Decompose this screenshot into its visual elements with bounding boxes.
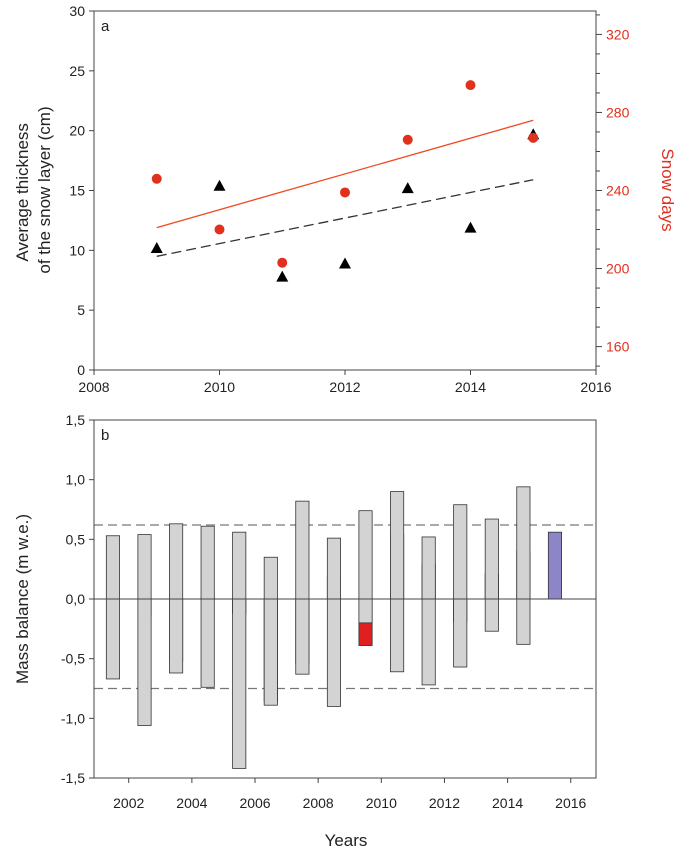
panel-a-trendlines bbox=[156, 119, 534, 257]
panel-a-left-axis-title: Average thickness of the snow layer (cm) bbox=[13, 106, 54, 273]
winter-balance-bar-2011 bbox=[390, 491, 405, 600]
winter-balance-bar-2013 bbox=[453, 504, 468, 600]
thickness-point-2014 bbox=[464, 221, 477, 233]
panel-b-bars bbox=[105, 486, 562, 769]
panel-b-y-tick-label: -0,5 bbox=[61, 651, 85, 667]
panel-a-right-tick-label: 320 bbox=[606, 26, 630, 42]
panel-b-y-axis-title: Mass balance (m w.e.) bbox=[13, 514, 32, 684]
panel-b-x-tick-label: 2016 bbox=[555, 795, 586, 811]
panel-b-y-ticks: -1,5 -1,0 -0,5 0,0 0,5 1,0 1,5 bbox=[61, 412, 94, 786]
panel-b-x-tick-label: 2012 bbox=[429, 795, 460, 811]
panel-a-x-tick-label: 2010 bbox=[204, 379, 235, 395]
winter-balance-bar-2012 bbox=[421, 536, 436, 600]
panel-a-left-tick-label: 0 bbox=[77, 362, 85, 378]
panel-a-points bbox=[150, 80, 540, 282]
panel-a-x-ticks: 2008 2010 2012 2014 2016 bbox=[78, 370, 612, 395]
summer-balance-bar-2002 bbox=[105, 598, 120, 680]
thickness-point-2013 bbox=[401, 182, 414, 194]
summer-balance-bar-2010 bbox=[358, 598, 373, 624]
panel-b-x-tick-label: 2006 bbox=[239, 795, 270, 811]
panel-a-right-tick-label: 200 bbox=[606, 261, 630, 277]
panel-b-y-tick-label: -1,0 bbox=[61, 710, 85, 726]
snow-days-point-2010 bbox=[214, 224, 225, 235]
winter-balance-bar-2004 bbox=[169, 523, 184, 600]
panel-b-x-tick-label: 2010 bbox=[366, 795, 397, 811]
panel-a-left-axis-title-line2: of the snow layer (cm) bbox=[35, 106, 54, 273]
panel-b-y-tick-label: 0,5 bbox=[66, 531, 86, 547]
panel-a-right-tick-label: 280 bbox=[606, 104, 630, 120]
summer-balance-bar-2007 bbox=[263, 598, 278, 706]
snow-days-point-2011 bbox=[277, 257, 288, 268]
summer-balance-bar-2009 bbox=[326, 598, 341, 707]
panel-b-y-tick-label: 0,0 bbox=[66, 591, 86, 607]
panel-a-x-tick-label: 2014 bbox=[455, 379, 486, 395]
panel-a-x-tick-label: 2012 bbox=[329, 379, 360, 395]
panel-a-label: a bbox=[101, 18, 110, 35]
thickness-trendline bbox=[156, 179, 534, 257]
panel-a-right-ticks: 160 200 240 280 320 bbox=[596, 14, 630, 367]
summer-balance-bar-2003 bbox=[137, 598, 152, 726]
snow-days-point-2009 bbox=[151, 173, 162, 184]
panel-b-label: b bbox=[101, 427, 109, 444]
winter-balance-bar-2003 bbox=[137, 534, 152, 600]
winter-balance-bar-2008 bbox=[295, 500, 310, 600]
net-balance-bar-2015 bbox=[547, 531, 562, 600]
summer-balance-bar-2005 bbox=[200, 598, 215, 688]
panel-a-left-tick-label: 10 bbox=[69, 242, 85, 258]
panel-a-x-tick-label: 2008 bbox=[78, 379, 109, 395]
panel-a-left-ticks: 0 5 10 15 20 25 30 bbox=[69, 3, 94, 378]
panel-a-left-tick-label: 30 bbox=[69, 3, 85, 19]
winter-balance-bar-2006 bbox=[232, 531, 247, 600]
summer-balance-bar-2008 bbox=[295, 598, 310, 675]
panel-a-left-tick-label: 15 bbox=[69, 183, 85, 199]
winter-balance-bar-2002 bbox=[105, 535, 120, 600]
panel-a-left-tick-label: 20 bbox=[69, 123, 85, 139]
panel-a-right-tick-label: 240 bbox=[606, 183, 630, 199]
panel-b-x-tick-label: 2008 bbox=[303, 795, 334, 811]
panel-a: a Average thickness of the snow layer (c… bbox=[13, 3, 675, 395]
summer-balance-bar-2011 bbox=[390, 598, 405, 673]
panel-b-x-ticks: 2002 2004 2006 2008 2010 2012 2014 2016 bbox=[113, 778, 587, 811]
thickness-point-2011 bbox=[276, 270, 289, 282]
winter-balance-bar-2005 bbox=[200, 525, 215, 600]
panel-a-right-tick-label: 160 bbox=[606, 339, 630, 355]
panel-b-x-tick-label: 2002 bbox=[113, 795, 144, 811]
panel-b-y-tick-label: -1,5 bbox=[61, 770, 85, 786]
panel-b-y-tick-label: 1,5 bbox=[66, 412, 86, 428]
panel-a-left-tick-label: 25 bbox=[69, 63, 85, 79]
summer-balance-bar-2013 bbox=[453, 598, 468, 668]
panel-b-y-tick-label: 1,0 bbox=[66, 472, 86, 488]
thickness-point-2012 bbox=[339, 257, 351, 269]
winter-balance-bar-2010 bbox=[358, 510, 373, 600]
snow-days-point-2012 bbox=[340, 187, 350, 198]
panel-a-left-tick-label: 5 bbox=[77, 302, 85, 318]
winter-balance-bar-2009 bbox=[326, 537, 341, 600]
snow-days-trendline bbox=[156, 119, 534, 229]
snow-days-point-2015 bbox=[528, 132, 539, 143]
summer-balance-bar-2015 bbox=[516, 598, 531, 645]
panel-a-x-tick-label: 2016 bbox=[580, 379, 611, 395]
winter-balance-bar-2014 bbox=[484, 518, 499, 600]
thickness-point-2010 bbox=[213, 179, 226, 191]
panel-b-x-tick-label: 2014 bbox=[492, 795, 523, 811]
panel-b-x-tick-label: 2004 bbox=[176, 795, 207, 811]
snow-days-point-2014 bbox=[465, 80, 476, 91]
summer-balance-bar-2014 bbox=[484, 598, 499, 632]
panel-a-right-axis-title: Snow days bbox=[658, 148, 675, 231]
panel-b: b Mass balance (m w.e.) Years -1,5 -1,0 -0… bbox=[13, 412, 597, 850]
thickness-point-2009 bbox=[150, 241, 163, 253]
panel-b-x-axis-title: Years bbox=[325, 831, 368, 850]
summer-balance-bar-2006 bbox=[232, 598, 247, 769]
winter-balance-bar-2015 bbox=[516, 486, 531, 600]
panel-a-left-axis-title-line1: Average thickness bbox=[13, 123, 32, 262]
summer-balance-bar-2004 bbox=[169, 598, 184, 674]
winter-balance-bar-2007 bbox=[263, 556, 278, 600]
snow-days-point-2013 bbox=[402, 134, 413, 145]
summer-balance-bar-2012 bbox=[421, 598, 436, 686]
